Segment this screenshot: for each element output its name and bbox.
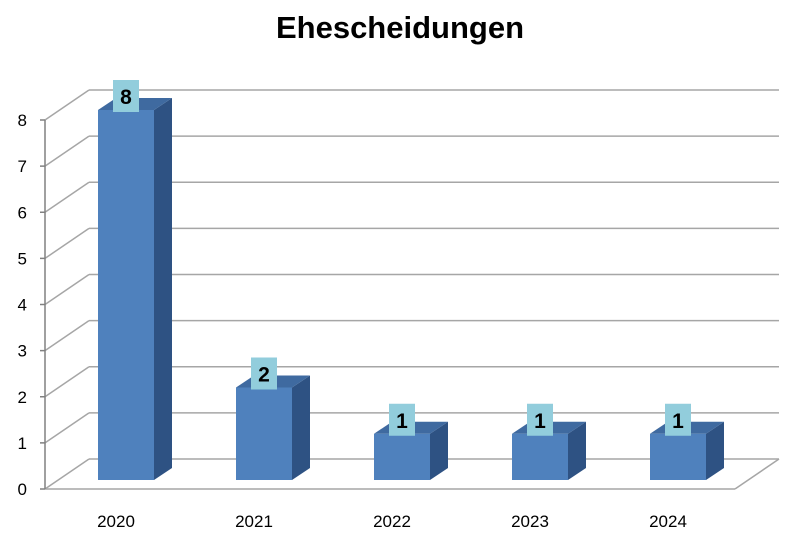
data-labels: 8 2 1 1 1: [113, 80, 691, 436]
y-tick-label: 4: [18, 296, 27, 315]
data-label-box: [113, 80, 139, 112]
y-tick-label: 5: [18, 249, 27, 268]
data-label: 2: [258, 364, 270, 387]
bar: [236, 387, 292, 480]
chart-title: Ehescheidungen: [275, 10, 525, 45]
x-tick-label: 2024: [649, 512, 687, 531]
x-tick-label: 2023: [511, 512, 549, 531]
gridline-depth: [44, 273, 90, 306]
data-label: 1: [396, 410, 408, 433]
data-label: 1: [672, 410, 684, 433]
x-tick-label: 2021: [235, 512, 273, 531]
data-label-box: [251, 357, 277, 390]
bar: [650, 433, 706, 480]
gridline-depth: [44, 366, 90, 398]
bar-side: [430, 421, 448, 480]
axes: 0 1 2 3 4 5 6 7 8 2020 2021 2022 2023 2024: [18, 111, 687, 531]
bar: [512, 433, 568, 480]
y-tick-label: 7: [18, 157, 27, 176]
bar: [98, 110, 154, 480]
gridline-depth: [44, 320, 90, 352]
bar-side: [706, 421, 724, 480]
y-tick-label: 8: [18, 111, 27, 130]
gridline-depth: [44, 181, 90, 213]
x-tick-label: 2020: [97, 512, 135, 531]
bar-side: [292, 375, 310, 480]
x-tick-label: 2022: [373, 512, 411, 531]
y-tick-label: 2: [18, 388, 27, 407]
floor-side-edge: [734, 458, 780, 490]
data-label: 1: [534, 410, 546, 433]
data-label-box: [665, 403, 691, 436]
gridline-depth: [44, 89, 90, 121]
y-tick-label: 0: [18, 480, 27, 499]
bar: [374, 433, 430, 480]
y-tick-label: 6: [18, 203, 27, 222]
gridline-depth: [44, 412, 90, 444]
gridline-depth: [44, 458, 90, 490]
gridline-depth: [44, 227, 90, 259]
data-label-box: [389, 403, 415, 436]
y-tick-label: 1: [18, 434, 27, 453]
data-label: 8: [120, 86, 132, 109]
bar-side: [154, 98, 172, 480]
data-label-box: [527, 403, 553, 436]
bar-side: [568, 421, 586, 480]
y-tick-label: 3: [18, 342, 27, 361]
gridline-depth: [44, 135, 90, 167]
